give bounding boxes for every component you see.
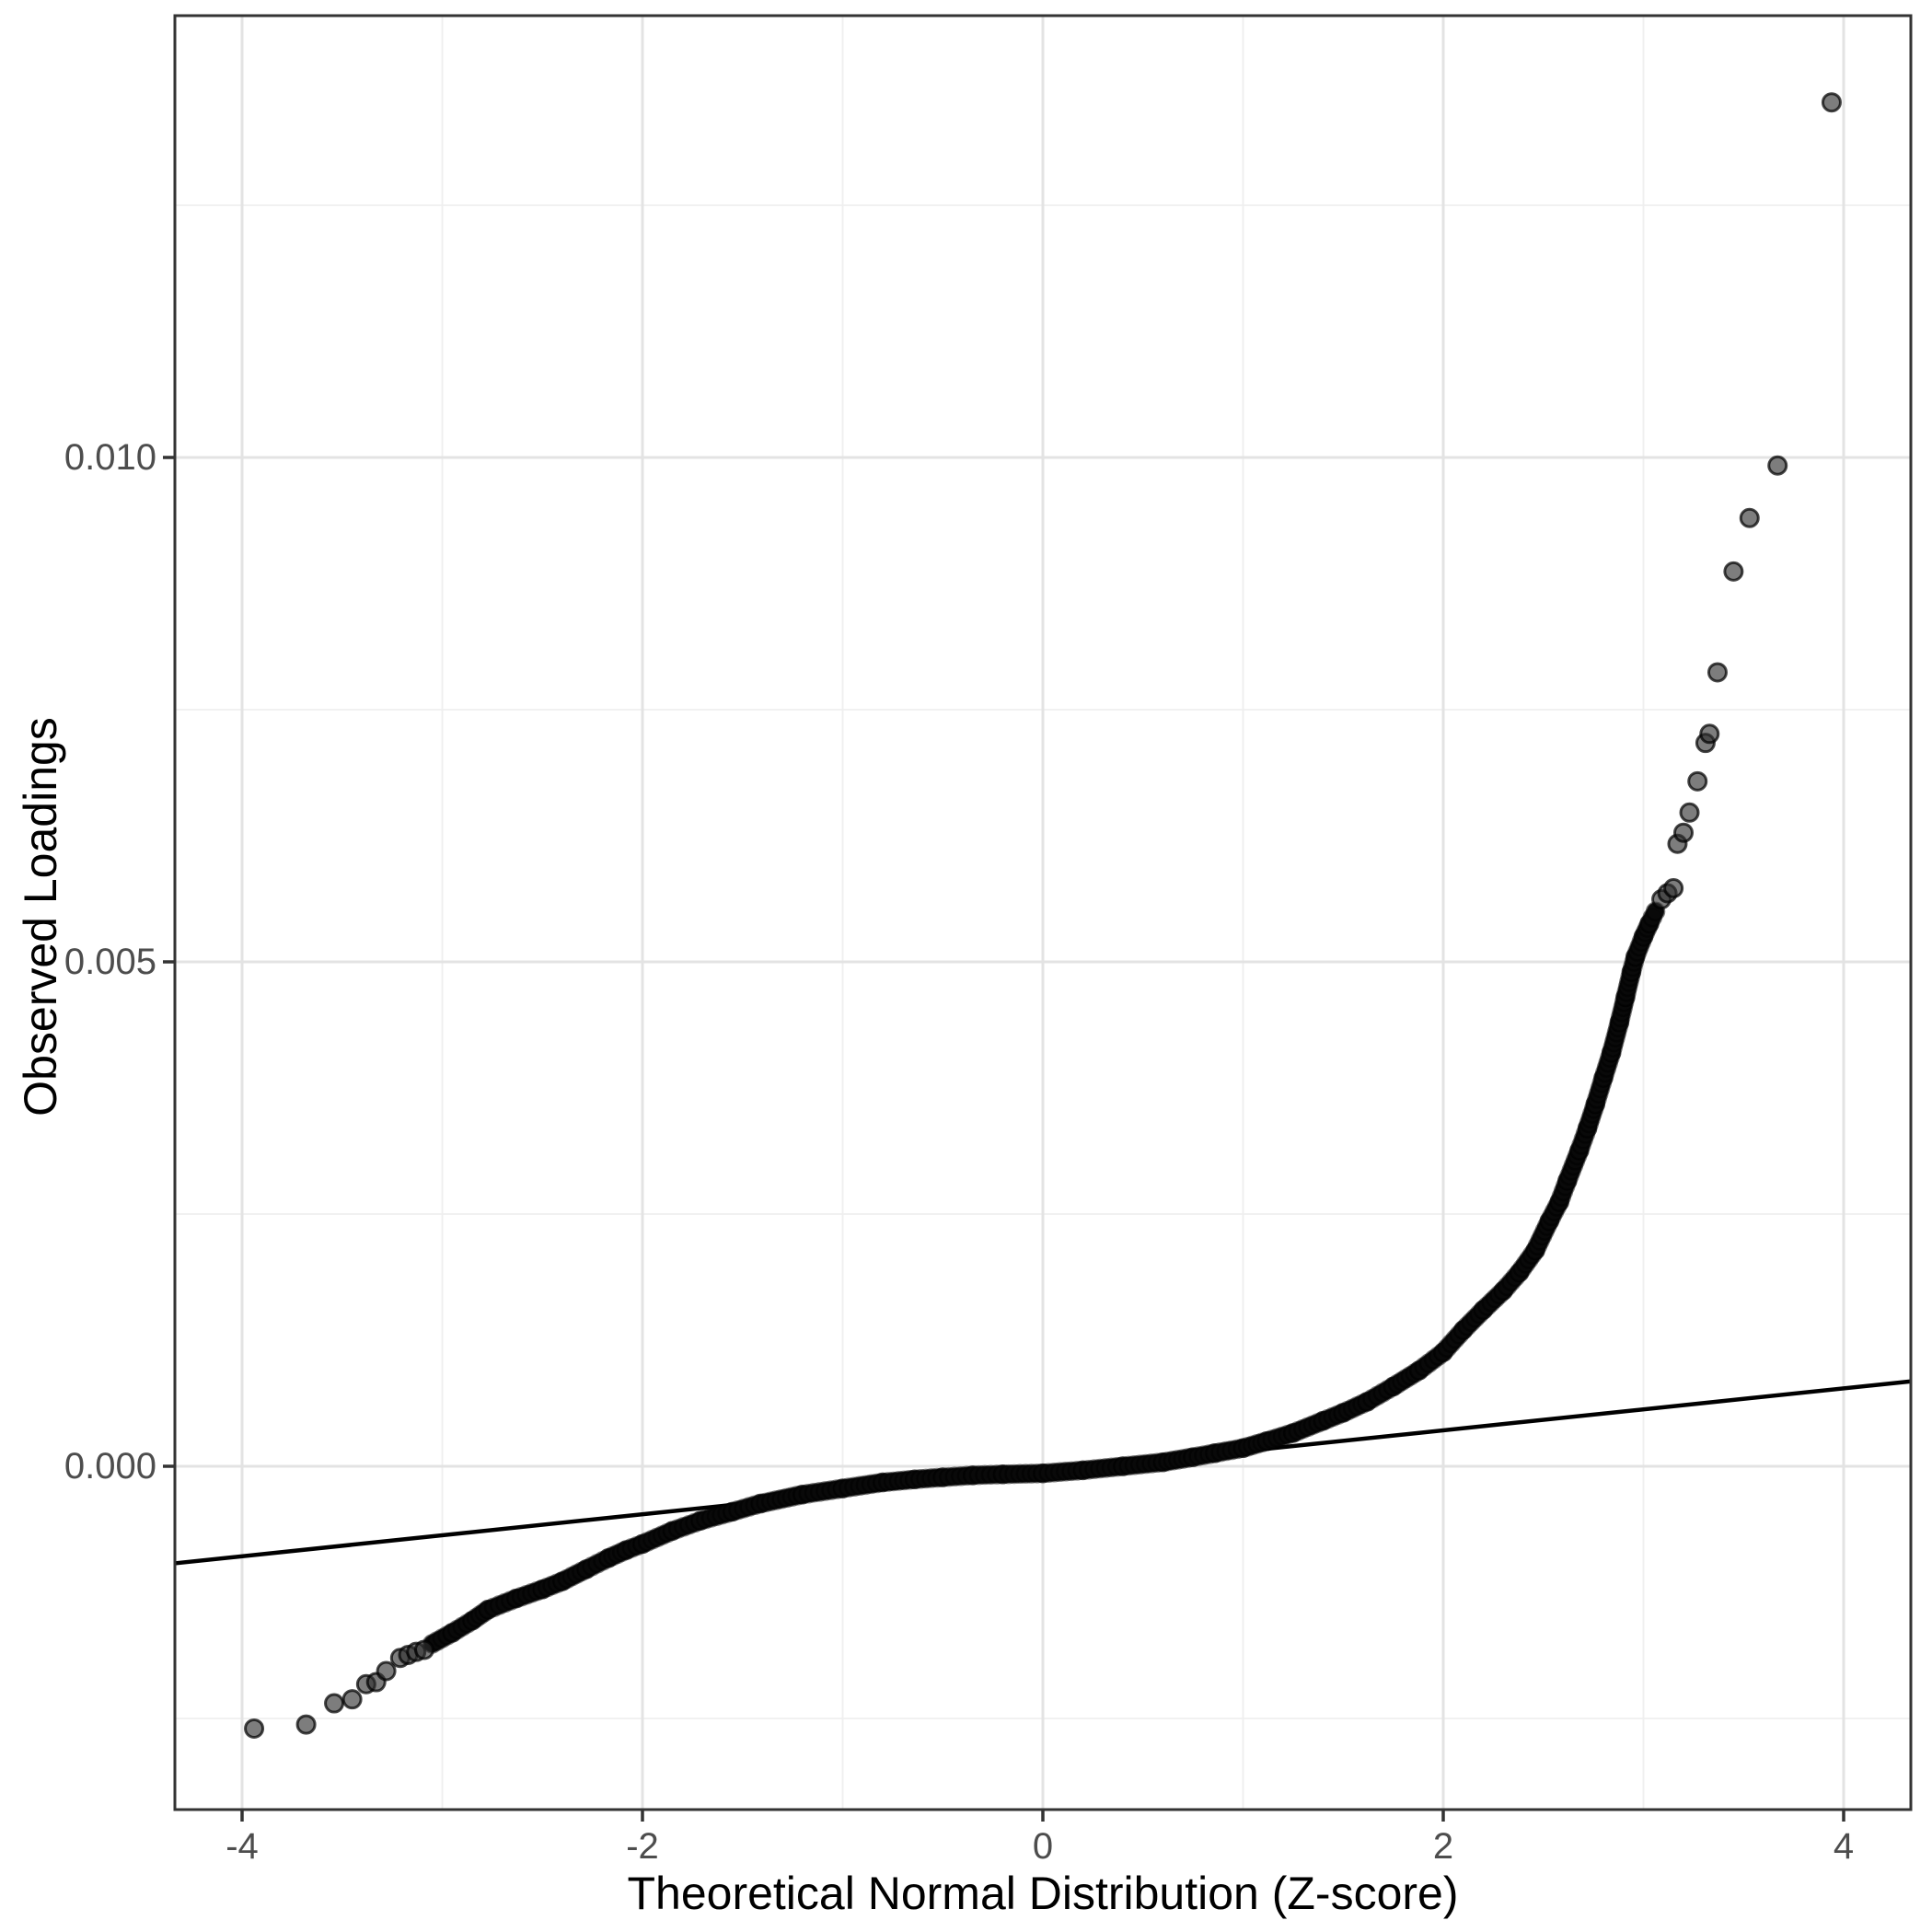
x-tick-label: 2 bbox=[1432, 1826, 1454, 1867]
x-tick-label: 4 bbox=[1833, 1826, 1855, 1867]
x-tick-label: 0 bbox=[1032, 1826, 1054, 1867]
dense-point-band bbox=[422, 901, 1666, 1654]
y-tick-label: 0.000 bbox=[64, 1446, 156, 1487]
y-tick-label: 0.010 bbox=[64, 437, 156, 478]
x-tick-label: -4 bbox=[226, 1826, 259, 1867]
x-tick-label: -2 bbox=[626, 1826, 659, 1867]
axis-ticks bbox=[163, 456, 1845, 1822]
y-tick-label: 0.005 bbox=[64, 942, 156, 982]
x-axis-title: Theoretical Normal Distribution (Z-score… bbox=[627, 1868, 1459, 1919]
scatter-points bbox=[244, 92, 1842, 1739]
y-axis-title: Observed Loadings bbox=[15, 717, 66, 1116]
